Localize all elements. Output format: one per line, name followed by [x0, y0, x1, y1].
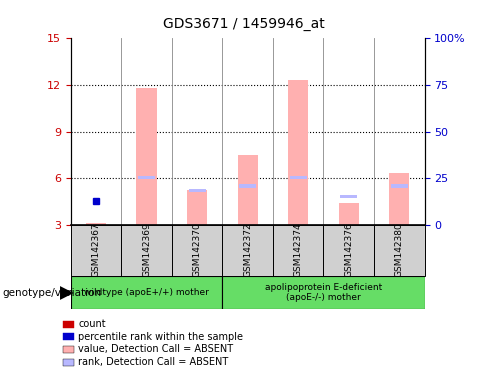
Bar	[339, 203, 359, 225]
Bar	[223, 38, 273, 225]
Polygon shape	[60, 286, 74, 300]
Bar	[391, 184, 408, 187]
Bar	[324, 225, 374, 276]
Text: apolipoprotein E-deficient
(apoE-/-) mother: apolipoprotein E-deficient (apoE-/-) mot…	[265, 283, 382, 303]
Bar	[289, 175, 307, 179]
Bar	[172, 225, 223, 276]
Text: percentile rank within the sample: percentile rank within the sample	[78, 332, 243, 342]
Bar	[239, 184, 256, 187]
Bar	[288, 80, 308, 225]
Bar	[273, 38, 324, 225]
Text: GSM142370: GSM142370	[193, 222, 202, 277]
Text: value, Detection Call = ABSENT: value, Detection Call = ABSENT	[78, 344, 233, 354]
Text: GDS3671 / 1459946_at: GDS3671 / 1459946_at	[163, 17, 325, 31]
Bar	[122, 225, 172, 276]
Bar	[389, 174, 409, 225]
Bar	[324, 38, 374, 225]
Text: GSM142367: GSM142367	[92, 222, 101, 277]
Text: GSM142374: GSM142374	[294, 222, 303, 277]
Bar	[138, 175, 155, 179]
Text: GSM142376: GSM142376	[344, 222, 353, 277]
Bar	[238, 155, 258, 225]
Text: genotype/variation: genotype/variation	[2, 288, 102, 298]
Bar	[172, 38, 223, 225]
Bar	[86, 223, 106, 225]
Text: count: count	[78, 319, 106, 329]
Bar	[273, 225, 324, 276]
Bar	[71, 38, 122, 225]
Bar	[71, 276, 223, 309]
Bar	[374, 38, 425, 225]
Bar	[223, 225, 273, 276]
Text: wildtype (apoE+/+) mother: wildtype (apoE+/+) mother	[84, 288, 209, 297]
Bar	[374, 225, 425, 276]
Bar	[188, 189, 206, 192]
Text: GSM142380: GSM142380	[395, 222, 404, 277]
Bar	[187, 190, 207, 225]
Bar	[223, 276, 425, 309]
Bar	[340, 195, 357, 199]
Text: GSM142369: GSM142369	[142, 222, 151, 277]
Text: rank, Detection Call = ABSENT: rank, Detection Call = ABSENT	[78, 357, 228, 367]
Bar	[137, 88, 157, 225]
Text: GSM142372: GSM142372	[243, 222, 252, 277]
Bar	[122, 38, 172, 225]
Bar	[71, 225, 122, 276]
